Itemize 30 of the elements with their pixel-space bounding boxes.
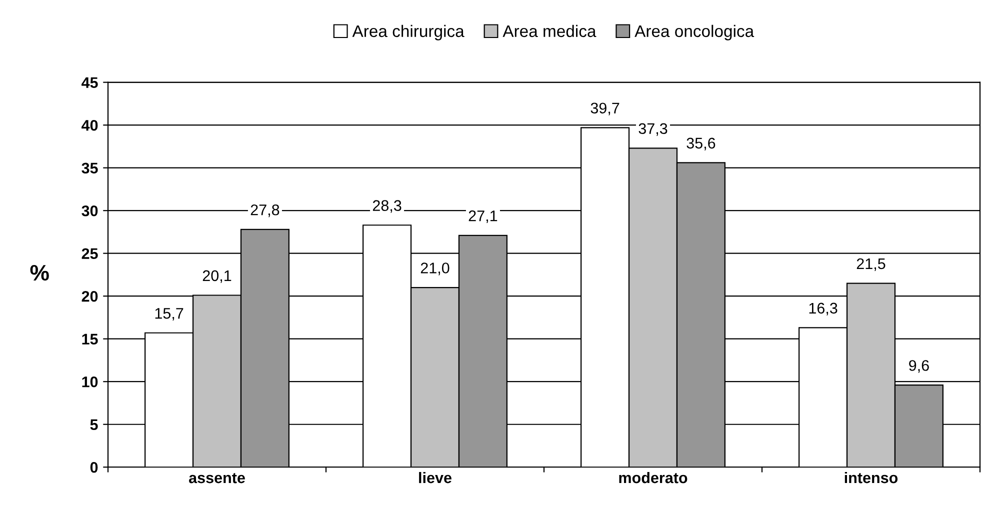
y-axis-title: %	[30, 265, 49, 281]
data-label: 27,1	[468, 210, 498, 224]
data-label: 20,1	[202, 270, 232, 283]
data-label: 15,7	[155, 308, 184, 321]
legend-label: Area chirurgica	[352, 24, 464, 40]
data-label: 9,6	[909, 360, 929, 373]
x-tick-label: assente	[189, 473, 245, 484]
data-label: 21,0	[420, 262, 450, 276]
data-label: 27,8	[250, 204, 280, 218]
data-label: 28,3	[372, 200, 402, 213]
y-tick-label: 0	[90, 462, 98, 473]
x-tick-label: moderato	[619, 472, 688, 484]
data-label: 21,5	[856, 258, 886, 271]
y-tick-label: 5	[90, 419, 98, 430]
data-label: 16,3	[809, 302, 838, 316]
y-tick-label: 20	[82, 290, 98, 302]
y-tick-label: 15	[82, 334, 98, 345]
data-label: 35,6	[686, 138, 716, 150]
data-label: 39,7	[590, 102, 620, 116]
y-tick-label: 30	[82, 205, 98, 216]
y-tick-label: 45	[82, 77, 98, 88]
data-label: 37,3	[638, 123, 668, 136]
y-tick-label: 40	[82, 120, 98, 131]
x-tick-label: lieve	[419, 472, 452, 484]
y-tick-label: 10	[82, 376, 98, 388]
legend-label: Area medica	[502, 24, 596, 38]
y-tick-label: 25	[82, 248, 98, 260]
x-tick-label: intenso	[844, 472, 898, 484]
y-tick-label: 35	[82, 162, 98, 174]
legend-label: Area oncologica	[634, 24, 754, 40]
